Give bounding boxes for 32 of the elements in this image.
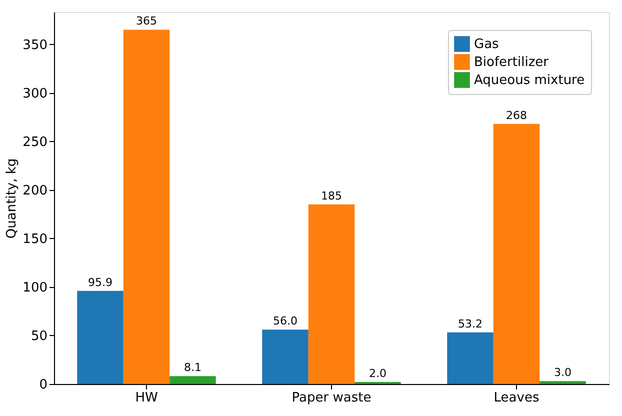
data-label: 268 xyxy=(506,108,527,122)
bar xyxy=(123,30,170,384)
y-tick-label: 200 xyxy=(22,183,48,198)
data-label: 8.1 xyxy=(184,361,202,374)
y-axis-title: Quantity, kg xyxy=(4,158,20,239)
data-label: 3.0 xyxy=(554,366,572,380)
y-tick-label: 0 xyxy=(39,378,48,392)
bar xyxy=(447,332,494,384)
legend-label: Aqueous mixture xyxy=(474,73,585,88)
bar xyxy=(493,124,540,384)
x-tick-label: HW xyxy=(135,390,158,406)
y-tick-label: 150 xyxy=(22,232,48,247)
y-tick-label: 350 xyxy=(22,38,48,53)
data-label: 185 xyxy=(321,189,342,202)
x-tick-label: Paper waste xyxy=(292,390,372,406)
y-tick-label: 100 xyxy=(22,280,48,296)
bar xyxy=(540,381,586,384)
y-tick-label: 300 xyxy=(22,86,48,102)
data-label: 2.0 xyxy=(369,367,386,380)
y-tick-label: 50 xyxy=(30,328,48,344)
bar xyxy=(262,330,308,384)
data-label: 95.9 xyxy=(88,276,112,289)
legend-label: Biofertilizer xyxy=(474,55,550,70)
data-label: 53.2 xyxy=(458,317,482,330)
data-label: 365 xyxy=(136,14,157,28)
bar xyxy=(77,290,124,384)
data-label: 56.0 xyxy=(273,314,298,328)
bar xyxy=(170,376,216,384)
y-tick-label: 250 xyxy=(22,134,48,150)
legend-label: Gas xyxy=(474,37,500,52)
bar xyxy=(308,204,355,384)
x-tick-label: Leaves xyxy=(494,390,540,406)
